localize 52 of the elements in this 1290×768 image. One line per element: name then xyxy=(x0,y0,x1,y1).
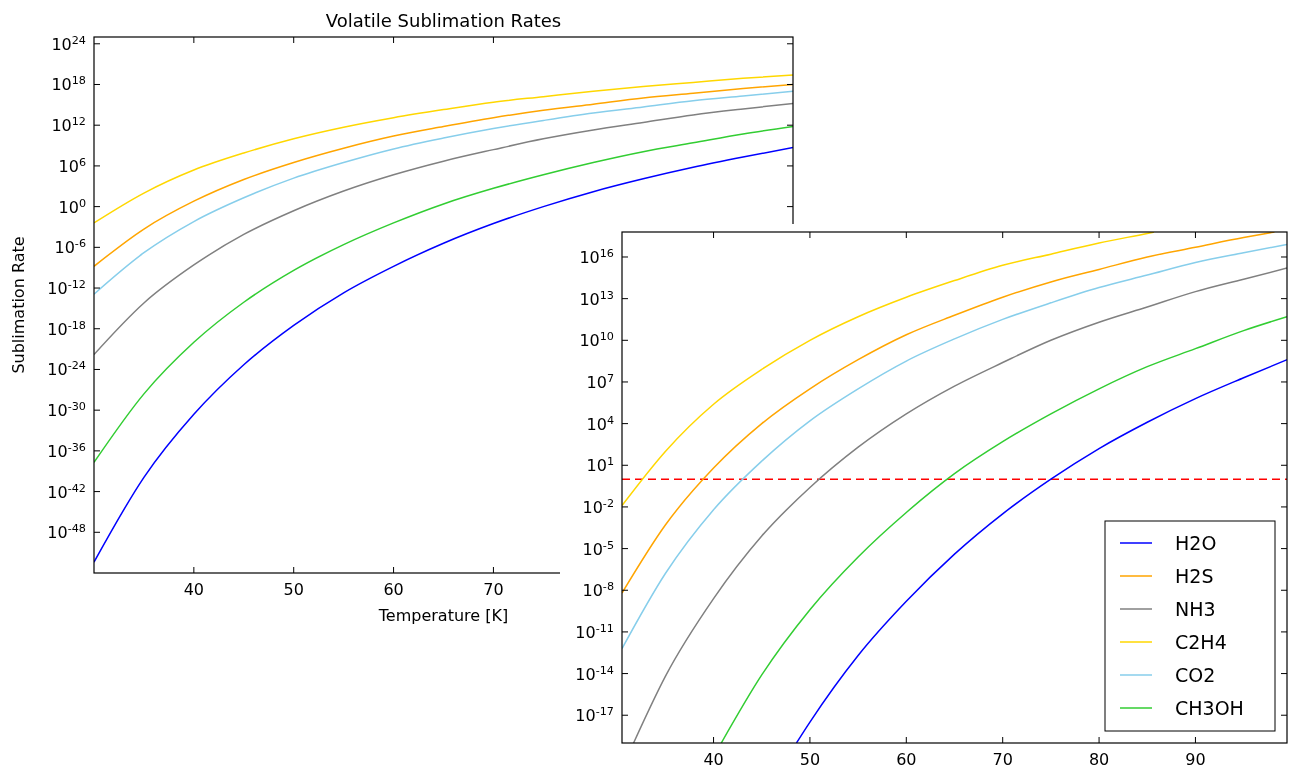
legend-label: CO2 xyxy=(1175,664,1216,686)
line-series xyxy=(94,102,793,356)
x-tick-label: 80 xyxy=(1088,750,1110,768)
y-tick-label: 10$^{-8}$ xyxy=(582,579,614,601)
y-tick-label: 10$^{-48}$ xyxy=(47,521,86,543)
line-series xyxy=(795,358,1287,743)
x-axis-title: Temperature [K] xyxy=(377,606,509,625)
x-tick-label: 50 xyxy=(283,580,304,599)
y-tick-label: 10$^{-18}$ xyxy=(47,318,86,339)
x-tick-label: 50 xyxy=(799,750,821,768)
legend-label: C2H4 xyxy=(1175,631,1227,653)
x-tick-label: 40 xyxy=(183,580,205,599)
chart-title: Volatile Sublimation Rates xyxy=(325,10,562,31)
x-tick-label: 60 xyxy=(896,750,917,768)
x-tick-label: 60 xyxy=(383,580,404,599)
y-tick-label: 10$^{24}$ xyxy=(51,33,86,54)
y-tick-label: 10$^{-5}$ xyxy=(582,538,614,559)
y-tick-label: 10$^{0}$ xyxy=(58,196,86,217)
x-tick-label: 70 xyxy=(992,750,1013,768)
legend-label: H2S xyxy=(1175,565,1214,587)
x-tick-label: 40 xyxy=(703,750,724,768)
y-tick-label: 10$^{-17}$ xyxy=(575,704,614,726)
y-axis-title: Sublimation Rate xyxy=(9,236,28,374)
y-tick-label: 10$^{7}$ xyxy=(586,371,614,392)
line-series xyxy=(720,315,1287,743)
y-tick-label: 10$^{-24}$ xyxy=(47,358,86,380)
y-tick-label: 10$^{-30}$ xyxy=(47,399,86,421)
line-series xyxy=(94,83,793,268)
y-tick-label: 10$^{-36}$ xyxy=(47,440,86,461)
line-series xyxy=(94,146,793,563)
x-tick-label: 90 xyxy=(1185,750,1206,768)
y-tick-label: 10$^{1}$ xyxy=(586,454,614,476)
y-tick-label: 10$^{16}$ xyxy=(579,246,614,267)
legend-label: NH3 xyxy=(1175,598,1216,620)
y-tick-label: 10$^{4}$ xyxy=(586,413,614,434)
y-tick-label: 10$^{13}$ xyxy=(579,288,614,309)
y-tick-label: 10$^{6}$ xyxy=(58,155,86,176)
y-tick-label: 10$^{10}$ xyxy=(579,329,614,351)
y-tick-label: 10$^{-12}$ xyxy=(47,277,86,299)
line-series xyxy=(94,74,793,224)
line-series xyxy=(632,267,1287,743)
y-tick-label: 10$^{-6}$ xyxy=(54,236,86,258)
legend-label: CH3OH xyxy=(1175,697,1244,719)
x-tick-label: 70 xyxy=(483,580,504,599)
y-tick-label: 10$^{-11}$ xyxy=(575,621,614,642)
y-tick-label: 10$^{18}$ xyxy=(51,73,86,95)
line-series xyxy=(622,243,1287,650)
y-tick-label: 10$^{-42}$ xyxy=(47,481,86,502)
y-tick-label: 10$^{-2}$ xyxy=(582,496,614,517)
y-tick-label: 10$^{-14}$ xyxy=(575,663,614,684)
legend-label: H2O xyxy=(1175,532,1217,554)
y-tick-label: 10$^{12}$ xyxy=(51,114,86,136)
